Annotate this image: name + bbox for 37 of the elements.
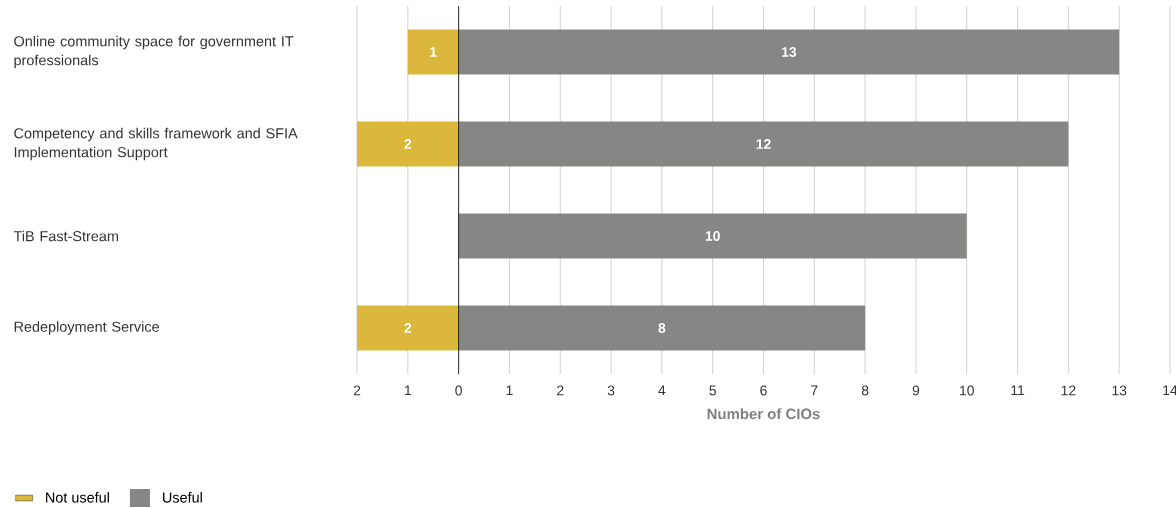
x-tick-label: 0 <box>455 385 462 396</box>
bar <box>458 305 866 351</box>
y-tick-label: Redeployment Service <box>14 321 159 335</box>
data-label: 10 <box>705 231 720 241</box>
x-tick-label: 3 <box>607 385 615 396</box>
x-tick-label: 9 <box>912 385 920 396</box>
x-tick-label: 7 <box>811 385 818 396</box>
x-tick-label: 13 <box>1112 385 1127 396</box>
x-tick-label: 10 <box>960 385 974 396</box>
x-tick-label: 4 <box>658 385 666 396</box>
bar <box>458 29 1120 75</box>
x-tick-label: 2 <box>353 385 361 396</box>
data-label: 2 <box>404 323 412 333</box>
y-tick-label: TiB Fast-Stream <box>13 230 118 242</box>
bar <box>458 121 1069 167</box>
y-tick-label: Online community space for government IT professionals <box>14 35 294 69</box>
x-tick-label: 5 <box>709 385 716 396</box>
y-tick-label: Competency and skills framework and SFIA Implementation Support <box>14 127 298 161</box>
data-label: 13 <box>782 47 797 57</box>
legend-label: Not useful <box>46 492 109 503</box>
x-tick-label: 1 <box>405 385 412 396</box>
legend-label: Useful <box>163 492 202 503</box>
data-label: 12 <box>756 139 771 149</box>
x-axis-title: Number of CIOs <box>707 408 820 420</box>
bar <box>407 29 459 75</box>
bar <box>357 305 459 351</box>
x-tick-label: 12 <box>1061 385 1076 396</box>
x-tick-label: 8 <box>861 385 869 396</box>
x-tick-label: 11 <box>1011 385 1025 396</box>
bar <box>458 213 967 259</box>
data-label: 2 <box>404 139 412 149</box>
x-tick-label: 2 <box>557 385 564 396</box>
x-tick-label: 6 <box>760 385 767 396</box>
data-label: 8 <box>658 323 666 333</box>
data-label: 1 <box>430 47 437 57</box>
x-tick-label: 1 <box>506 385 513 396</box>
bar <box>357 121 459 167</box>
